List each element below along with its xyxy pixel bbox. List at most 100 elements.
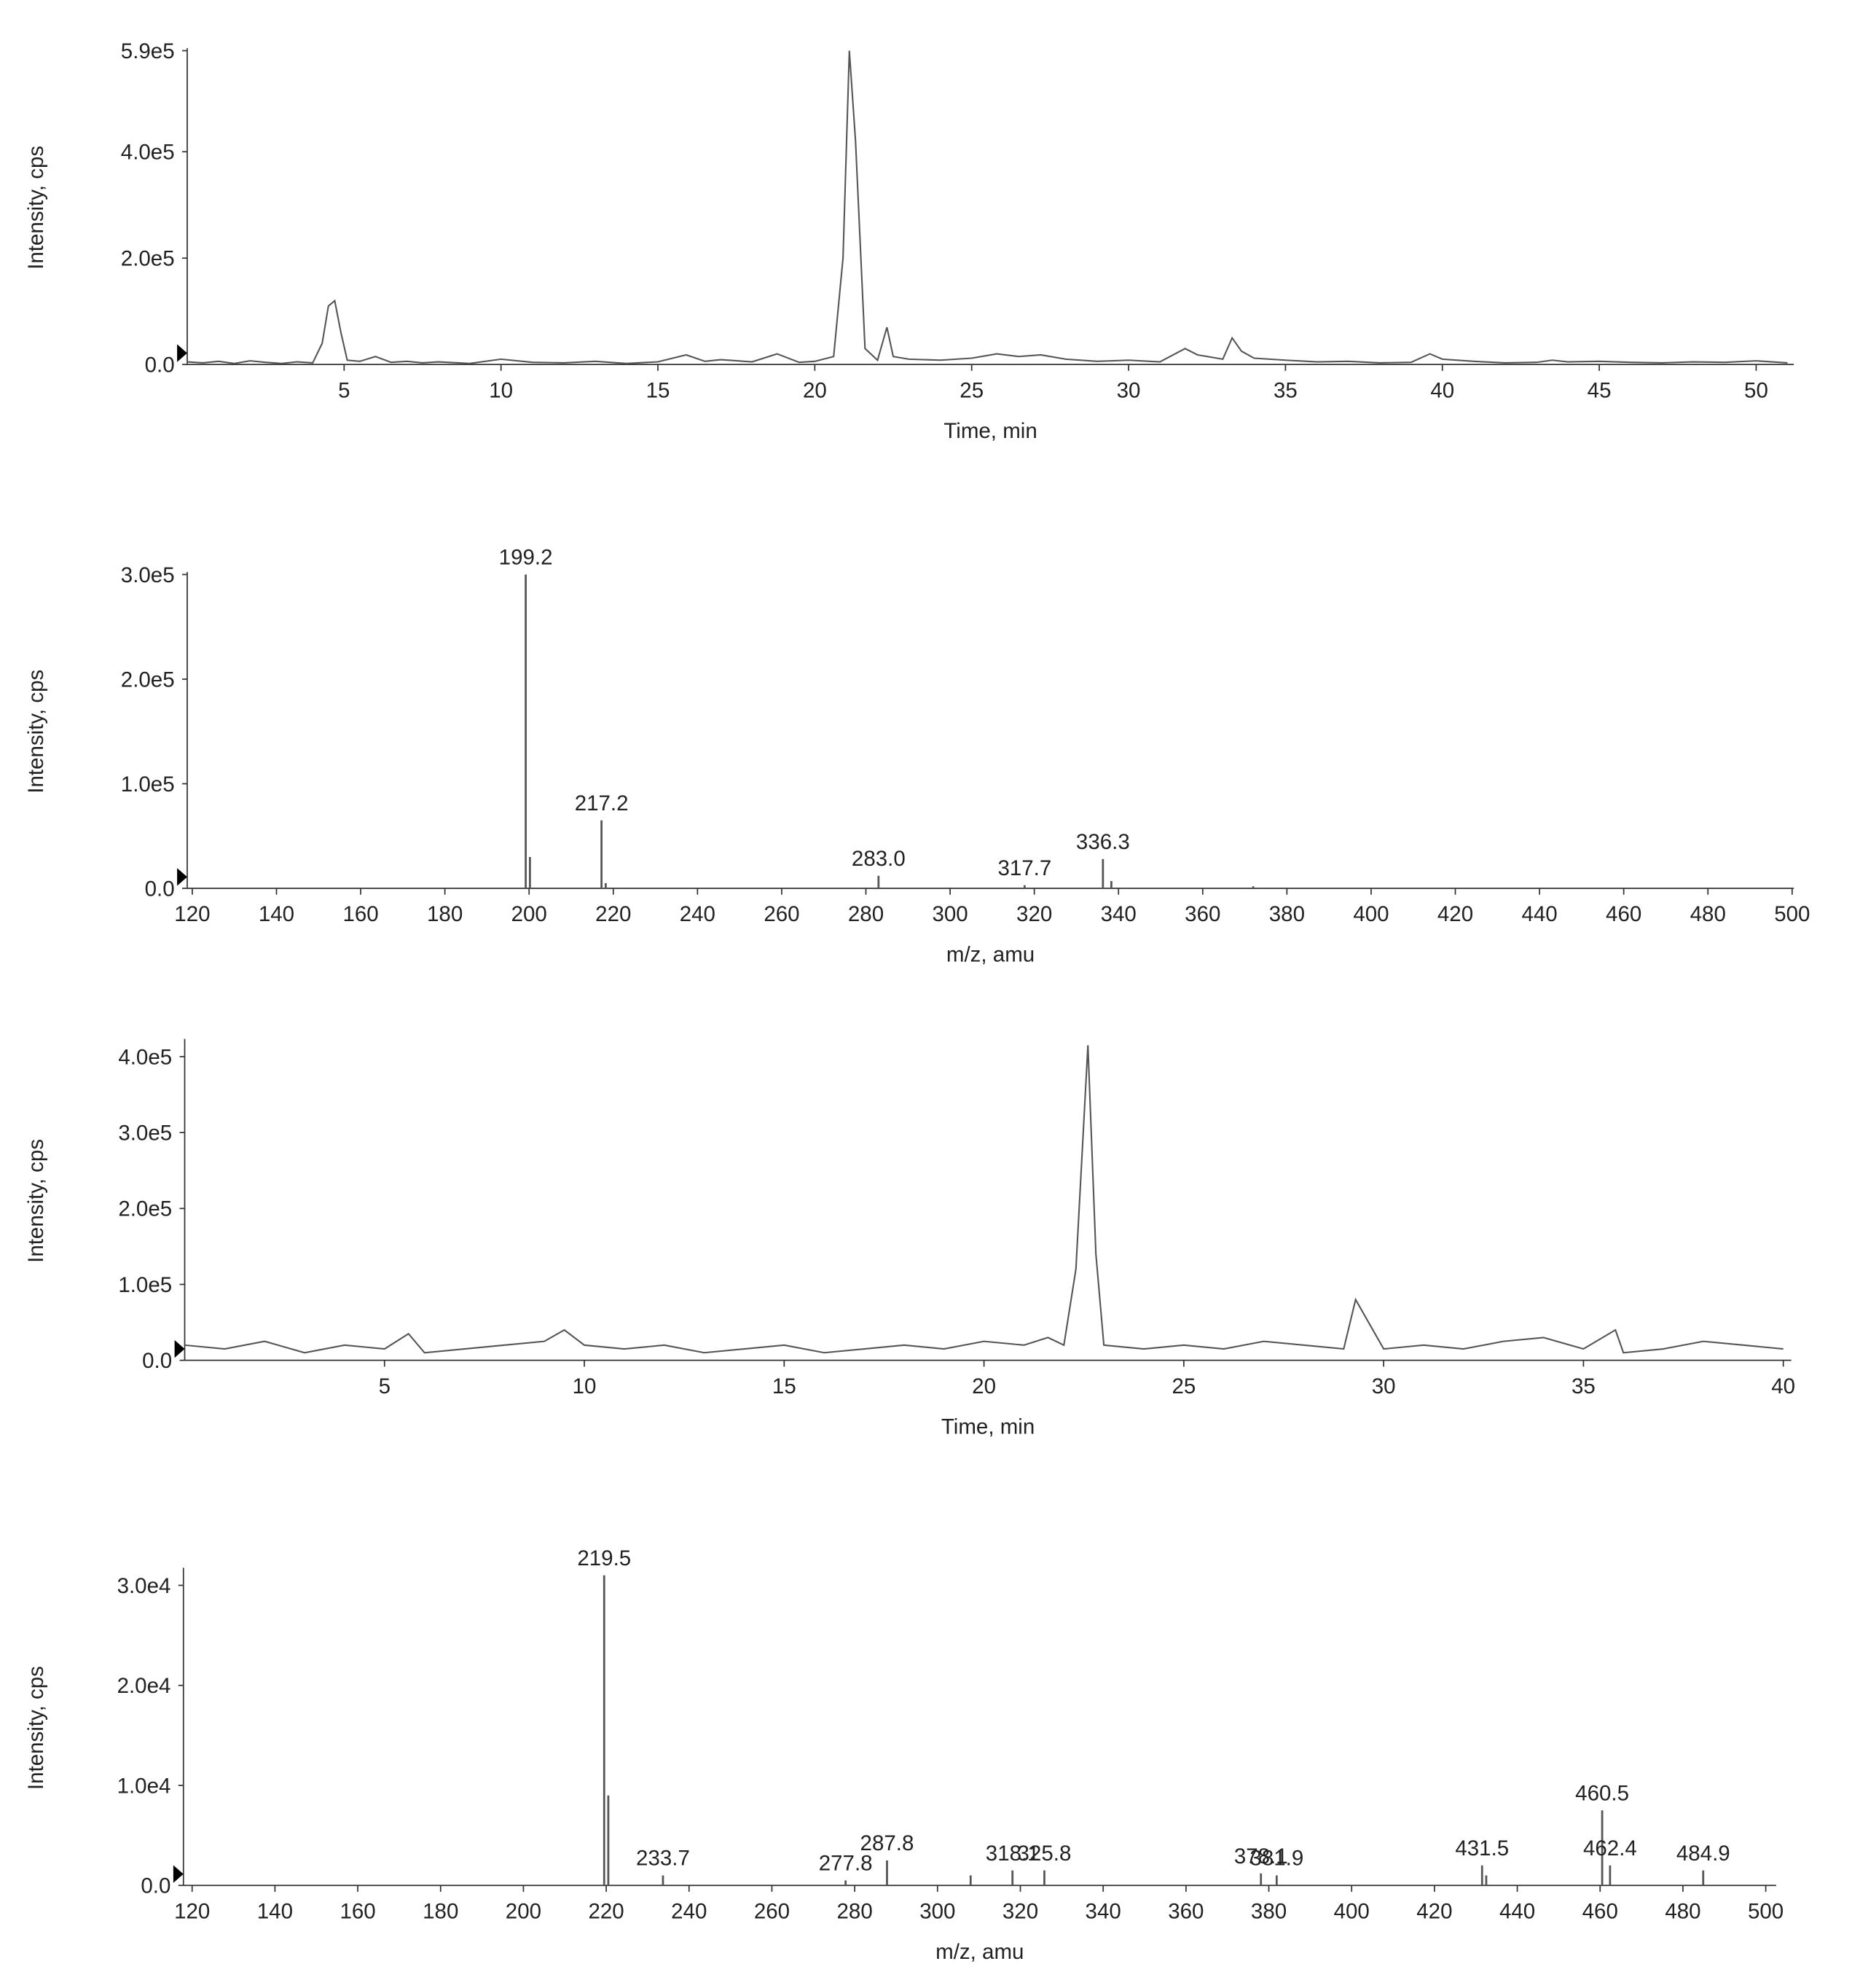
y-tick-label: 2.0e5 xyxy=(118,1197,172,1221)
x-tick-label: 140 xyxy=(257,1899,293,1923)
x-tick-label: 460 xyxy=(1582,1899,1618,1923)
x-tick-label: 400 xyxy=(1353,902,1389,926)
x-tick-label: 40 xyxy=(1430,378,1454,402)
x-tick-label: 460 xyxy=(1606,902,1641,926)
peak-label: 317.7 xyxy=(997,856,1051,880)
peak-label: 484.9 xyxy=(1676,1842,1730,1866)
x-tick-label: 440 xyxy=(1521,902,1557,926)
peak-label: 283.0 xyxy=(852,847,906,871)
x-tick-label: 300 xyxy=(932,902,968,926)
x-tick-label: 280 xyxy=(848,902,884,926)
x-tick-label: 240 xyxy=(680,902,715,926)
x-tick-label: 280 xyxy=(837,1899,873,1923)
x-tick-label: 200 xyxy=(506,1899,541,1923)
y-tick-label: 4.0e5 xyxy=(118,1045,172,1069)
x-axis-title: m/z, amu xyxy=(935,1940,1024,1964)
peak-label: 431.5 xyxy=(1455,1836,1509,1860)
x-tick-label: 50 xyxy=(1744,378,1768,402)
x-tick-label: 380 xyxy=(1251,1899,1287,1923)
y-tick-label: 0.0 xyxy=(145,877,175,901)
x-tick-label: 35 xyxy=(1572,1374,1596,1398)
origin-marker xyxy=(177,344,187,362)
x-tick-label: 400 xyxy=(1334,1899,1370,1923)
x-tick-label: 15 xyxy=(772,1374,796,1398)
peak-label: 336.3 xyxy=(1076,830,1130,854)
x-tick-label: 45 xyxy=(1588,378,1612,402)
x-tick-label: 10 xyxy=(489,378,513,402)
x-tick-label: 120 xyxy=(174,1899,210,1923)
y-tick-label: 1.0e4 xyxy=(117,1774,171,1798)
x-tick-label: 140 xyxy=(259,902,294,926)
y-axis-title: Intensity, cps xyxy=(24,146,48,270)
x-tick-label: 480 xyxy=(1665,1899,1700,1923)
x-tick-label: 360 xyxy=(1168,1899,1204,1923)
panel: 0.0 2.0e5 4.0e5 5.9e5 5 10 15 20 25 30 35 40 45 50 Tim… xyxy=(24,39,1794,443)
x-tick-label: 160 xyxy=(342,902,378,926)
peak-label: 325.8 xyxy=(1018,1842,1072,1866)
y-tick-label: 0.0 xyxy=(141,1874,170,1898)
x-axis-title: Time, min xyxy=(941,1414,1035,1439)
y-axis-title: Intensity, cps xyxy=(24,670,48,794)
y-axis-title: Intensity, cps xyxy=(24,1666,48,1790)
x-tick-label: 340 xyxy=(1086,1899,1121,1923)
trace xyxy=(184,1045,1784,1354)
y-tick-label: 3.0e5 xyxy=(118,1122,172,1146)
peak-label: 318.1 xyxy=(986,1842,1040,1866)
panel: 0.0 1.0e5 2.0e5 3.0e5 4.0e5 5 10 15 20 25 30 35 40 Ti… xyxy=(24,1038,1795,1439)
x-tick-label: 320 xyxy=(1002,1899,1038,1923)
origin-marker xyxy=(177,868,187,886)
x-tick-label: 260 xyxy=(764,902,799,926)
y-tick-label: 3.0e5 xyxy=(121,563,175,587)
x-tick-label: 25 xyxy=(960,378,984,402)
x-tick-label: 420 xyxy=(1416,1899,1452,1923)
peak-label: 199.2 xyxy=(499,546,553,570)
x-tick-label: 15 xyxy=(646,378,670,402)
x-tick-label: 340 xyxy=(1101,902,1137,926)
x-tick-label: 500 xyxy=(1748,1899,1784,1923)
x-axis-title: Time, min xyxy=(943,419,1037,443)
x-tick-label: 30 xyxy=(1372,1374,1396,1398)
x-tick-label: 200 xyxy=(511,902,547,926)
x-tick-label: 440 xyxy=(1499,1899,1535,1923)
x-tick-label: 35 xyxy=(1274,378,1298,402)
x-tick-label: 25 xyxy=(1172,1374,1196,1398)
x-tick-label: 20 xyxy=(803,378,827,402)
x-tick-label: 480 xyxy=(1690,902,1726,926)
x-tick-label: 40 xyxy=(1771,1374,1795,1398)
origin-marker xyxy=(173,1865,184,1883)
peak-label: 462.4 xyxy=(1583,1836,1637,1860)
y-tick-label: 2.0e4 xyxy=(117,1674,171,1698)
x-tick-label: 180 xyxy=(427,902,463,926)
panel: 0.0 1.0e5 2.0e5 3.0e5 120 140 160 180 200 220 240 2… xyxy=(24,546,1810,967)
origin-marker xyxy=(174,1339,185,1358)
y-tick-label: 1.0e5 xyxy=(121,772,175,797)
y-axis-title: Intensity, cps xyxy=(24,1139,48,1263)
x-tick-label: 160 xyxy=(340,1899,375,1923)
peak-label: 381.9 xyxy=(1249,1847,1303,1871)
panel: 0.0 1.0e4 2.0e4 3.0e4 120 140 160 180 200 220 240 2… xyxy=(24,1546,1784,1964)
x-tick-label: 180 xyxy=(423,1899,458,1923)
y-tick-label: 0.0 xyxy=(145,353,175,377)
y-tick-label: 3.0e4 xyxy=(117,1574,171,1598)
x-tick-label: 220 xyxy=(595,902,631,926)
x-tick-label: 420 xyxy=(1437,902,1473,926)
x-tick-label: 360 xyxy=(1185,902,1220,926)
peak-label: 378.1 xyxy=(1234,1844,1288,1868)
x-tick-label: 5 xyxy=(338,378,350,402)
y-tick-label: 0.0 xyxy=(142,1349,172,1373)
peak-label: 233.7 xyxy=(636,1847,690,1871)
y-tick-label: 1.0e5 xyxy=(118,1273,172,1297)
x-tick-label: 300 xyxy=(919,1899,955,1923)
x-tick-label: 10 xyxy=(573,1374,597,1398)
peak-label: 287.8 xyxy=(860,1831,914,1855)
peak-label: 277.8 xyxy=(819,1851,873,1875)
x-tick-label: 30 xyxy=(1117,378,1141,402)
x-tick-label: 120 xyxy=(174,902,210,926)
x-tick-label: 20 xyxy=(972,1374,996,1398)
y-tick-label: 2.0e5 xyxy=(121,668,175,692)
y-tick-label: 2.0e5 xyxy=(121,247,175,271)
x-tick-label: 220 xyxy=(588,1899,624,1923)
peak-label: 460.5 xyxy=(1575,1781,1629,1805)
